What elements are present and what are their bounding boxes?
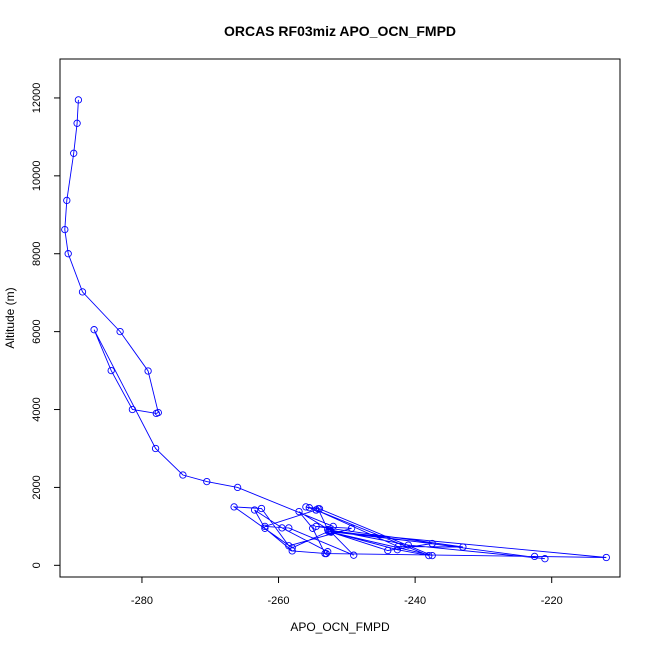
x-tick-label: -240 xyxy=(404,595,426,607)
data-point xyxy=(230,503,238,511)
y-tick-label: 4000 xyxy=(31,397,43,421)
data-point xyxy=(394,542,402,551)
data-point xyxy=(312,506,320,514)
data-point xyxy=(428,539,436,548)
series-line xyxy=(64,99,607,560)
data-point xyxy=(261,524,269,532)
data-point xyxy=(425,551,433,560)
x-tick-label: -220 xyxy=(541,595,563,607)
series-layer xyxy=(61,96,610,563)
chart-title: ORCAS RF03miz APO_OCN_FMPD xyxy=(224,23,456,39)
data-point xyxy=(288,547,296,555)
data-point xyxy=(203,477,211,486)
data-point xyxy=(428,551,436,560)
data-point xyxy=(73,119,81,127)
data-point xyxy=(404,541,412,549)
data-point xyxy=(541,555,549,563)
data-point xyxy=(288,544,296,552)
data-point xyxy=(315,505,324,513)
y-axis: 0 2000 4000 6000 8000 10000 12000 xyxy=(31,83,60,568)
data-point xyxy=(151,444,160,453)
y-tick-label: 0 xyxy=(31,562,43,568)
data-point xyxy=(63,196,71,205)
plot-frame xyxy=(59,58,621,578)
data-point xyxy=(393,546,402,554)
data-point xyxy=(128,405,137,414)
data-point xyxy=(233,483,242,492)
data-point xyxy=(90,326,98,334)
data-point xyxy=(312,522,320,531)
data-point xyxy=(78,288,87,296)
data-point xyxy=(321,549,329,558)
data-point xyxy=(602,553,610,562)
data-point xyxy=(350,551,358,559)
data-point xyxy=(250,506,259,514)
data-point xyxy=(179,471,187,479)
data-point xyxy=(74,96,83,104)
data-point xyxy=(302,503,310,511)
data-point xyxy=(144,367,152,375)
data-point xyxy=(116,327,124,336)
data-point xyxy=(327,528,335,536)
x-axis: -280 -260 -240 -220 xyxy=(131,577,563,607)
data-point xyxy=(61,225,69,234)
data-point xyxy=(261,522,269,531)
x-tick-label: -280 xyxy=(131,595,153,607)
y-tick-label: 12000 xyxy=(31,83,43,114)
data-point xyxy=(257,504,266,513)
y-tick-label: 6000 xyxy=(31,319,43,343)
data-point xyxy=(295,507,303,516)
y-axis-label: Altitude (m) xyxy=(3,287,17,348)
data-point xyxy=(530,552,539,561)
data-point xyxy=(107,366,115,375)
data-point xyxy=(459,543,467,551)
y-tick-label: 2000 xyxy=(31,475,43,499)
data-point xyxy=(347,524,356,532)
x-tick-label: -260 xyxy=(268,595,290,607)
data-point xyxy=(285,524,293,532)
y-tick-label: 8000 xyxy=(31,241,43,265)
data-point xyxy=(384,546,392,555)
x-axis-label: APO_OCN_FMPD xyxy=(290,620,390,634)
data-point xyxy=(64,250,72,258)
data-point xyxy=(305,504,313,512)
y-tick-label: 10000 xyxy=(31,161,43,192)
data-point xyxy=(152,409,160,418)
data-point xyxy=(70,149,78,157)
